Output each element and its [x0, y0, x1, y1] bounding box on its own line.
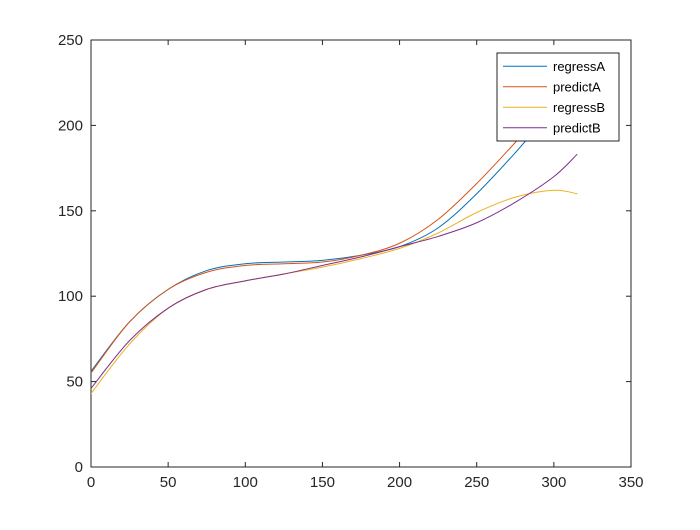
x-tick-label: 100	[233, 474, 258, 491]
y-tick-label: 50	[66, 374, 83, 391]
series-line-predictB	[91, 153, 578, 389]
x-tick-label: 200	[387, 474, 412, 491]
y-tick-label: 100	[58, 288, 83, 305]
y-tick-label: 0	[75, 459, 83, 476]
x-tick-label: 250	[464, 474, 489, 491]
x-tick-label: 300	[541, 474, 566, 491]
x-tick-label: 0	[87, 474, 95, 491]
x-tick-label: 350	[618, 474, 643, 491]
y-tick-label: 150	[58, 203, 83, 220]
legend-label-regressB: regressB	[553, 100, 605, 115]
axis-ticks: 0 50 100 150 200 250 300 350 0 50 100 150 200 250	[58, 32, 644, 491]
legend-label-regressA: regressA	[553, 59, 605, 74]
y-tick-label: 200	[58, 117, 83, 134]
legend-label-predictA: predictA	[553, 79, 601, 94]
series-line-predictA	[91, 124, 532, 374]
x-tick-label: 150	[310, 474, 335, 491]
legend-box	[496, 52, 620, 142]
legend: regressA predictA regressB predictB	[496, 52, 620, 142]
legend-label-predictB: predictB	[553, 120, 601, 135]
x-tick-label: 50	[160, 474, 177, 491]
y-tick-label: 250	[58, 32, 83, 49]
series-lines	[91, 124, 578, 395]
